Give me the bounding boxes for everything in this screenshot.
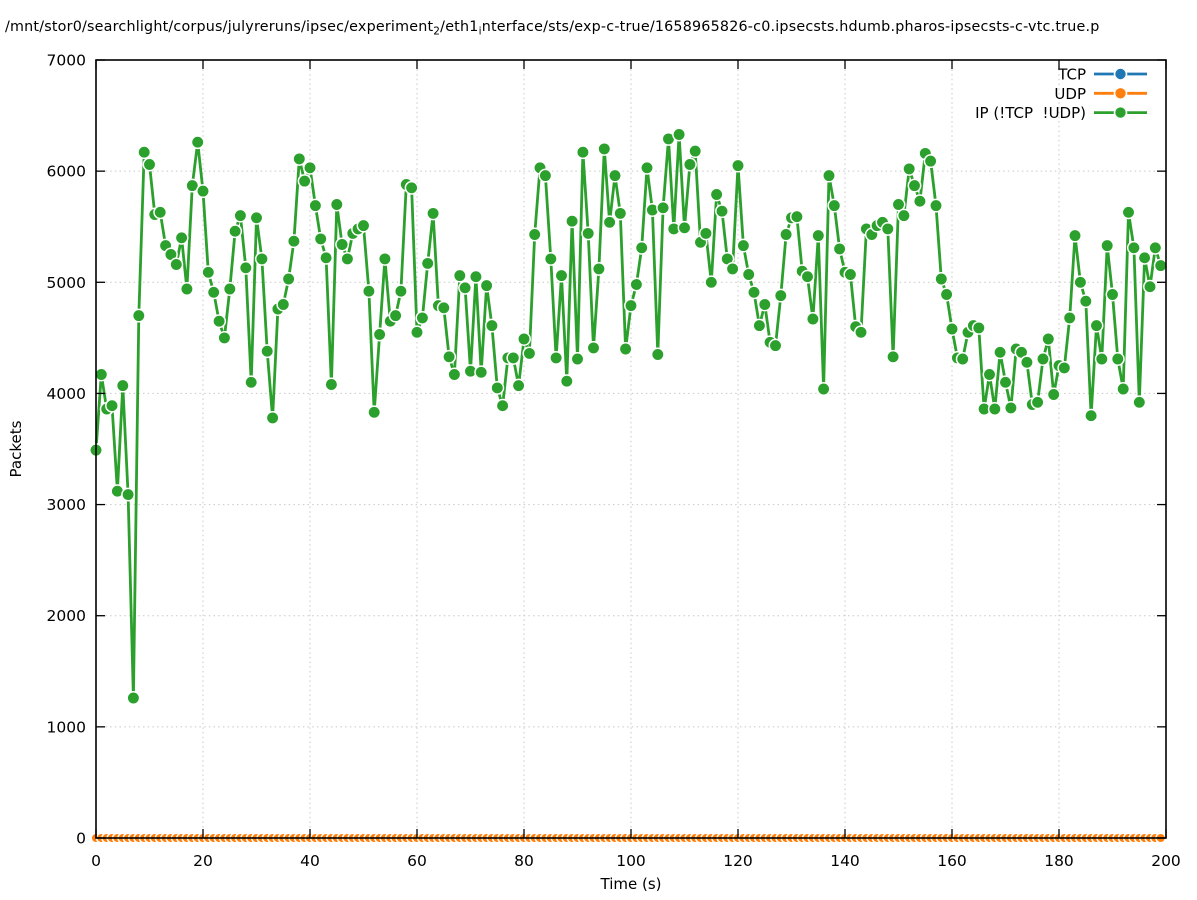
x-tick-label: 40 (300, 852, 320, 870)
y-axis-label: Packets (7, 420, 25, 477)
y-tick-label: 2000 (47, 607, 86, 625)
chart-title: /mnt/stor0/searchlight/corpus/julyreruns… (5, 19, 1100, 38)
series-layer (89, 127, 1168, 844)
y-tick-label: 5000 (47, 274, 86, 292)
gridlines (96, 60, 1166, 838)
series-ip-tcp-udp (89, 127, 1168, 705)
x-tick-label: 20 (193, 852, 213, 870)
y-tick-label: 6000 (47, 163, 86, 181)
x-tick-label: 180 (1044, 852, 1074, 870)
legend-entry-tcp: TCP (1057, 66, 1147, 84)
x-tick-label: 100 (616, 852, 646, 870)
plot-border (95, 59, 1167, 839)
legend-label: UDP (1054, 85, 1086, 103)
y-tick-label: 0 (76, 830, 86, 848)
x-tick-label: 200 (1151, 852, 1181, 870)
y-tick-label: 3000 (47, 496, 86, 514)
legend-entry-ip-tcp-udp: IP (!TCP !UDP) (975, 104, 1147, 122)
legend-label: IP (!TCP !UDP) (975, 104, 1086, 122)
x-tick-label: 60 (407, 852, 427, 870)
x-tick-label: 120 (723, 852, 753, 870)
legend-label: TCP (1057, 66, 1086, 84)
y-tick-label: 4000 (47, 385, 86, 403)
x-axis-label: Time (s) (600, 875, 662, 893)
tick-labels: 0 20 40 60 80 100 120 140 160 180 2000100020003000… (47, 52, 1181, 871)
y-tick-label: 1000 (47, 718, 86, 736)
x-tick-label: 80 (514, 852, 534, 870)
axis-ticks (95, 59, 1167, 839)
x-tick-label: 0 (91, 852, 101, 870)
y-tick-label: 7000 (47, 52, 86, 70)
x-tick-label: 160 (937, 852, 967, 870)
x-tick-label: 140 (830, 852, 860, 870)
legend-entry-udp: UDP (1054, 85, 1147, 103)
